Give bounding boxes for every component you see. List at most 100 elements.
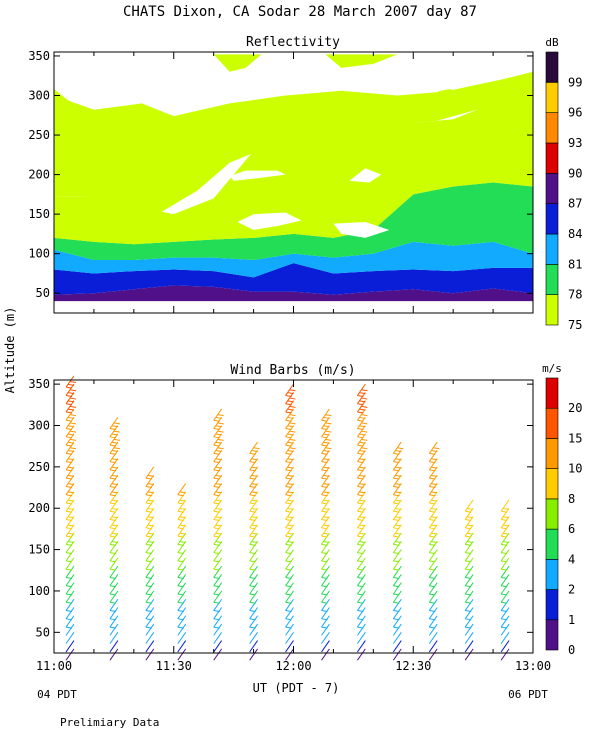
- barb-staff: [321, 565, 330, 578]
- barb-feather: [215, 474, 222, 477]
- barb-feather: [217, 438, 224, 441]
- reflectivity-contours: [54, 54, 533, 302]
- barb-staff: [357, 607, 366, 620]
- barb-feather: [111, 499, 119, 502]
- wind-barb: [321, 474, 330, 488]
- wind-barb: [65, 565, 75, 579]
- barb-staff: [500, 549, 510, 562]
- barb-feather: [395, 466, 402, 469]
- wind-barb: [500, 516, 510, 530]
- wind-barb: [213, 532, 223, 546]
- colorbar-segment: [545, 173, 559, 204]
- barb-staff: [109, 474, 119, 487]
- barb-staff: [177, 532, 187, 545]
- barb-staff: [109, 516, 119, 529]
- wind-barb: [357, 549, 366, 563]
- wind-barb: [321, 565, 330, 579]
- barb-feather: [65, 436, 73, 439]
- wind-barb: [177, 507, 187, 522]
- barb-feather: [429, 494, 436, 497]
- wind-barb: [357, 458, 366, 472]
- barb-staff: [428, 474, 438, 487]
- barb-feather: [361, 389, 368, 392]
- barb-feather: [213, 576, 220, 579]
- wind-barb: [500, 640, 510, 653]
- barb-feather: [249, 543, 256, 546]
- barb-staff: [249, 590, 258, 603]
- barb-staff: [500, 607, 510, 620]
- barb-feather: [357, 519, 364, 522]
- wind-barb: [249, 441, 260, 455]
- barb-feather: [465, 585, 472, 588]
- wind-barb: [500, 648, 510, 661]
- wind-barb: [145, 499, 155, 513]
- wind-barb: [145, 557, 155, 571]
- barb-staff: [392, 574, 402, 587]
- wind-barb: [65, 483, 75, 497]
- barb-feather: [109, 601, 117, 604]
- barb-feather: [395, 507, 402, 510]
- wind-barb: [145, 582, 155, 596]
- wind-barb: [65, 450, 75, 464]
- wind-barb: [500, 565, 510, 579]
- barb-feather: [393, 618, 400, 621]
- wind-barb: [177, 524, 187, 538]
- wind-barb: [213, 425, 224, 439]
- barb-staff: [500, 574, 510, 587]
- barb-feather: [217, 414, 224, 417]
- barb-staff: [428, 557, 438, 570]
- wind-barb: [321, 648, 330, 661]
- barb-feather: [359, 499, 366, 502]
- barb-staff: [109, 524, 119, 537]
- colorbar-segment: [545, 294, 559, 326]
- barb-feather: [111, 483, 119, 486]
- barb-staff: [213, 524, 223, 537]
- barb-feather: [359, 441, 366, 444]
- barb-feather: [215, 524, 222, 527]
- wind-barb: [464, 507, 474, 522]
- wind-barb: [285, 474, 294, 488]
- barb-staff: [357, 450, 366, 462]
- wind-barb: [145, 598, 155, 613]
- barb-staff: [249, 474, 258, 487]
- wind-barb: [177, 549, 187, 563]
- barb-staff: [65, 433, 75, 446]
- barb-feather: [395, 499, 402, 502]
- barb-staff: [428, 565, 438, 578]
- barb-feather: [109, 568, 117, 571]
- barb-staff: [249, 466, 258, 479]
- barb-staff: [65, 557, 75, 570]
- barb-feather: [289, 422, 296, 425]
- barb-staff: [109, 491, 119, 504]
- barb-feather: [357, 568, 364, 571]
- barb-staff: [392, 483, 402, 496]
- wind-barb: [321, 416, 332, 431]
- wind-barb: [392, 458, 402, 472]
- barb-feather: [287, 466, 294, 469]
- barb-staff: [428, 549, 438, 562]
- barb-feather: [145, 593, 152, 596]
- barb-feather: [465, 601, 472, 604]
- barb-feather: [67, 433, 75, 436]
- barb-feather: [109, 510, 117, 513]
- barb-feather: [287, 425, 294, 428]
- barb-staff: [213, 516, 223, 529]
- band-75db-patch: [213, 54, 262, 72]
- wind-barb: [65, 441, 77, 455]
- barb-feather: [69, 447, 77, 450]
- wind-barb: [285, 632, 294, 644]
- barb-feather: [395, 532, 402, 535]
- barb-feather: [145, 519, 152, 522]
- barb-staff: [213, 607, 223, 620]
- barb-feather: [395, 450, 402, 453]
- barb-feather: [501, 585, 508, 588]
- wind-barb: [464, 524, 474, 538]
- barb-feather: [321, 485, 328, 488]
- wind-barb: [464, 549, 474, 563]
- wind-barb-axes: 50 100 150 200 250 300 350: [28, 377, 534, 653]
- barb-staff: [109, 640, 119, 653]
- barb-staff: [285, 483, 294, 496]
- barb-feather: [285, 535, 292, 538]
- x-tick-label: 11:30: [156, 659, 192, 673]
